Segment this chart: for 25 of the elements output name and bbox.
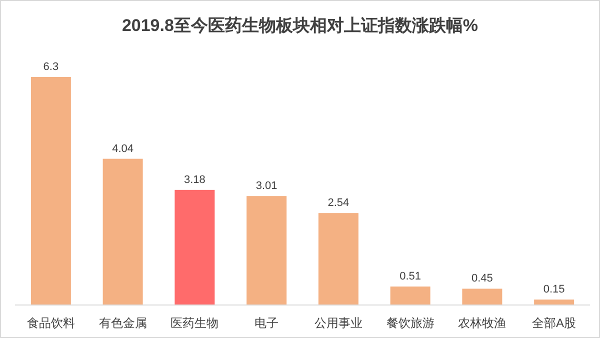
data-label: 4.04 [112, 142, 134, 155]
bar [462, 288, 502, 305]
data-label: 3.01 [256, 180, 278, 192]
bar [390, 286, 430, 305]
x-tick-label: 公用事业 [314, 316, 362, 330]
x-tick-label: 电子 [254, 316, 279, 330]
x-tick-label: 有色金属 [98, 316, 147, 330]
data-label: 0.51 [400, 270, 422, 283]
data-label: 6.3 [43, 61, 59, 73]
data-label: 0.15 [543, 284, 565, 296]
data-label: 3.18 [184, 174, 206, 186]
data-label: 2.54 [328, 197, 350, 210]
bar [534, 300, 574, 305]
bar [30, 77, 71, 305]
x-tick-label: 全部A股 [532, 316, 576, 330]
bar [174, 190, 215, 305]
data-label: 0.45 [471, 272, 493, 285]
x-tick-label: 农林牧渔 [458, 316, 506, 330]
bar [318, 213, 358, 305]
chart-title: 2019.8至今医药生物板块相对上证指数涨跌幅% [122, 16, 478, 35]
x-tick-label: 餐饮旅游 [386, 316, 434, 330]
x-tick-label: 食品饮料 [26, 316, 75, 330]
bar [102, 158, 143, 305]
x-tick-label: 医药生物 [170, 316, 219, 330]
bar [246, 196, 287, 305]
